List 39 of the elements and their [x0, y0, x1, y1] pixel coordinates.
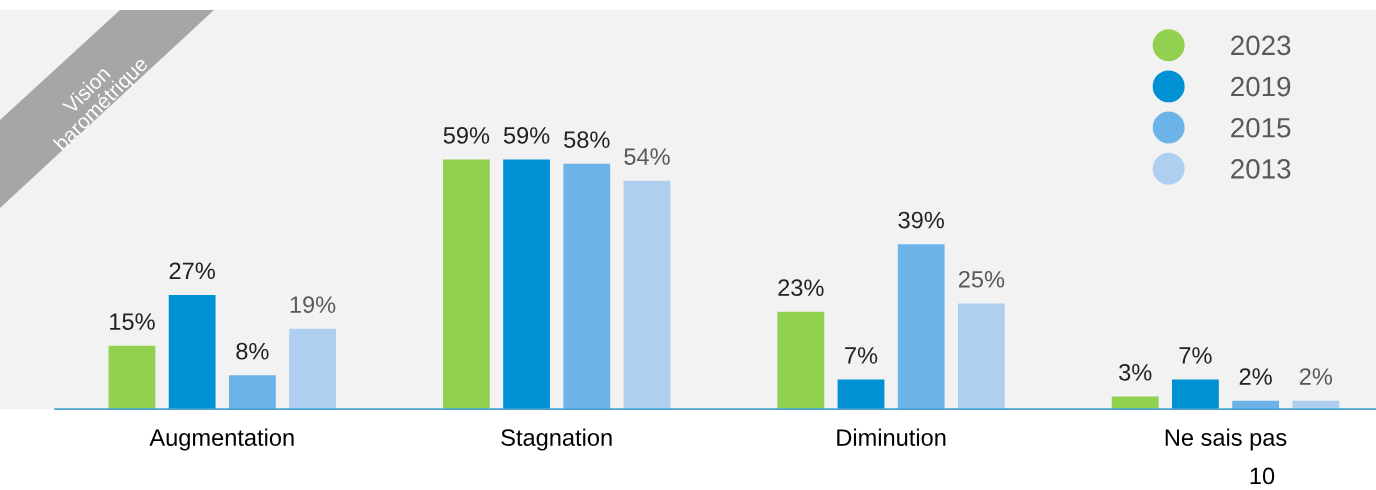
legend-label: 2019: [1231, 76, 1291, 97]
bar: [168, 294, 216, 410]
x-tick-label: Ne sais pas: [1165, 428, 1287, 451]
x-tick-label: Diminution: [837, 428, 946, 446]
bar: [1172, 379, 1219, 410]
data-label: 54%: [624, 148, 670, 165]
data-label: 2%: [1239, 368, 1272, 385]
bar: [563, 163, 611, 410]
bar: [837, 379, 885, 410]
bar: [897, 244, 945, 410]
data-label: 58%: [564, 131, 610, 149]
bar: [108, 345, 156, 410]
data-label: 59%: [503, 127, 550, 144]
bar: [228, 375, 276, 410]
bar: [289, 328, 336, 410]
text: 10: [1250, 467, 1275, 485]
legend-label: 2015: [1231, 117, 1291, 138]
data-label: 23%: [778, 279, 824, 297]
data-label: 3%: [1119, 363, 1152, 381]
legend-label: 2023: [1231, 35, 1291, 56]
legend-label: 2013: [1231, 159, 1291, 179]
bar: [957, 303, 1005, 410]
data-label: 39%: [898, 211, 944, 229]
data-label: 2%: [1299, 368, 1333, 385]
x-tick-label: Stagnation: [501, 428, 612, 451]
data-label: 27%: [169, 262, 215, 280]
data-label: 19%: [290, 296, 336, 313]
data-label: 7%: [845, 347, 878, 364]
bar: [442, 159, 490, 410]
data-label: 25%: [958, 270, 1005, 288]
data-label: 7%: [1179, 347, 1212, 364]
x-tick-label: Augmentation: [149, 428, 294, 451]
bar: [503, 159, 550, 410]
bar: [1111, 396, 1159, 410]
bar: [777, 311, 825, 410]
data-label: 59%: [443, 127, 490, 144]
data-label: 15%: [110, 313, 155, 330]
bar: [623, 180, 671, 410]
data-label: 8%: [236, 342, 269, 360]
